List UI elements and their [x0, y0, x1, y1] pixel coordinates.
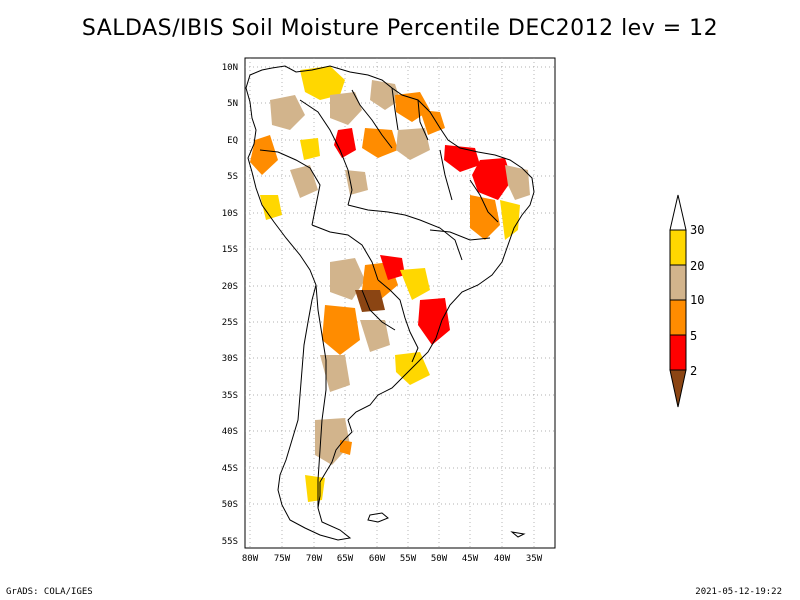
colorbar-bin-5-10	[669, 299, 687, 336]
lon-label: 80W	[242, 554, 259, 564]
shade-patch	[420, 110, 445, 135]
country-border	[299, 99, 353, 206]
country-border	[469, 179, 499, 223]
lat-label: 40S	[222, 427, 238, 437]
lon-label: 40W	[494, 554, 511, 564]
shade-patch	[396, 128, 430, 160]
country-border	[315, 284, 327, 508]
country-border	[347, 204, 463, 261]
map-frame	[244, 57, 556, 549]
shade-patch	[322, 305, 360, 355]
country-border	[377, 279, 419, 363]
shade-patch	[334, 128, 356, 158]
shade-patch	[260, 195, 282, 220]
lat-label: 30S	[222, 354, 238, 364]
colorbar-top-arrow	[669, 194, 687, 231]
colorbar-label: 20	[690, 259, 704, 273]
country-border	[429, 229, 491, 241]
country-border	[391, 87, 399, 131]
shade-patch	[500, 200, 520, 240]
shade-patch	[290, 165, 318, 198]
country-border	[361, 289, 396, 331]
lat-label: 5S	[227, 172, 238, 182]
shade-patch	[470, 195, 500, 240]
colorbar-label: 2	[690, 364, 697, 378]
shade-patch	[270, 95, 305, 130]
shade-patch	[330, 258, 365, 300]
shade-patch	[380, 255, 405, 280]
shade-patch	[444, 145, 480, 172]
falkland-islands	[367, 512, 389, 523]
shade-patch	[472, 158, 512, 200]
footer-credit: GrADS: COLA/IGES	[6, 587, 93, 597]
map-title: SALDAS/IBIS Soil Moisture Percentile DEC…	[81, 16, 719, 41]
shade-patch	[355, 290, 385, 312]
lat-label: 55S	[222, 537, 238, 547]
coastline	[245, 65, 535, 541]
shade-patch	[362, 128, 398, 158]
country-border	[439, 149, 453, 201]
lon-label: 60W	[369, 554, 386, 564]
lon-label: 65W	[337, 554, 354, 564]
shade-patch	[360, 320, 390, 352]
lat-label: 45S	[222, 464, 238, 474]
shade-patch	[320, 355, 350, 392]
lon-label: 70W	[306, 554, 323, 564]
country-border	[259, 149, 321, 226]
shade-patch	[505, 165, 530, 200]
colorbar-bin-10-20	[669, 264, 687, 301]
country-border	[417, 99, 429, 141]
lat-label: 10S	[222, 209, 238, 219]
colorbar-bin-20-30	[669, 229, 687, 266]
lat-label: 35S	[222, 391, 238, 401]
shade-patch	[418, 298, 450, 345]
latitude-labels: 10N 5N EQ 5S 10S 15S 20S 25S 30S 35S 40S…	[222, 63, 238, 547]
shade-patch	[250, 135, 278, 175]
lat-label: 10N	[222, 63, 238, 73]
shade-patch	[370, 80, 400, 110]
longitude-labels: 80W 75W 70W 65W 60W 55W 50W 45W 40W 35W	[242, 554, 543, 564]
lat-label: 25S	[222, 318, 238, 328]
lon-label: 75W	[274, 554, 291, 564]
country-border	[351, 89, 393, 149]
shade-patch	[330, 92, 362, 125]
colorbar: 30 20 10 5 2	[669, 194, 704, 408]
lon-label: 35W	[526, 554, 543, 564]
lon-label: 45W	[462, 554, 479, 564]
shade-patch	[345, 170, 368, 195]
footer-timestamp: 2021-05-12-19:22	[695, 587, 782, 597]
percentile-shading	[250, 66, 530, 502]
shade-patch	[395, 92, 430, 122]
colorbar-bottom-arrow	[669, 369, 687, 408]
shade-patch	[300, 66, 345, 100]
lon-label: 55W	[400, 554, 417, 564]
lat-label: 50S	[222, 500, 238, 510]
shade-patch	[340, 440, 352, 455]
south-america-coastline	[245, 65, 535, 541]
shade-patch	[300, 138, 320, 160]
lat-label: 20S	[222, 282, 238, 292]
colorbar-bin-2-5	[669, 334, 687, 371]
island	[510, 531, 526, 538]
shade-patch	[400, 268, 430, 300]
lat-label: EQ	[227, 136, 238, 146]
colorbar-label: 10	[690, 293, 704, 307]
lat-label: 5N	[227, 99, 238, 109]
lon-label: 50W	[431, 554, 448, 564]
country-border	[311, 224, 379, 281]
colorbar-label: 5	[690, 329, 697, 343]
shade-patch	[315, 418, 350, 465]
lat-label: 15S	[222, 245, 238, 255]
colorbar-label: 30	[690, 223, 704, 237]
